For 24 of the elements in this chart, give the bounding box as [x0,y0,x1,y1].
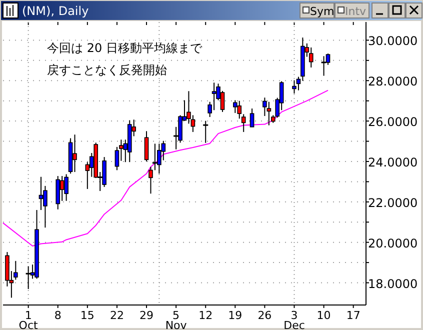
y-tick-label: 22.0000 [368,196,418,210]
x-tick-label: 19 [228,309,242,322]
x-tick-label: 26 [258,309,272,322]
chart-title: (NM), Daily [22,4,89,18]
note: 戻すことなく反発開始 [47,63,167,77]
button: Sym [300,2,334,18]
x-tick-label: 1 Oct [18,309,39,330]
y-tick-label: 30.0000 [368,34,418,48]
y-tick-label: 26.0000 [368,115,418,130]
y-tick-label: 18.0000 [368,276,418,291]
x-tick-label: 22 [110,309,124,322]
x-tick-label: 17 [346,309,360,322]
x-tick-label: 15 [80,309,94,322]
x-tick-label: 5 Nov [165,309,188,330]
x-tick-label: 29 [140,309,154,322]
y-tick-label: 28.0000 [368,74,418,89]
note: 今回は 20 日移動平均線まで [47,41,202,55]
button: Intv [334,2,370,18]
y-tick-label: 20.0000 [368,236,418,250]
x-tick-label: 10 [316,309,331,322]
y-tick-label: 24.0000 [368,155,418,170]
x-tick-label: 12 [198,309,213,322]
x-tick-label: 3 Dec [284,309,305,330]
x-tick-label: 8 [54,309,62,322]
